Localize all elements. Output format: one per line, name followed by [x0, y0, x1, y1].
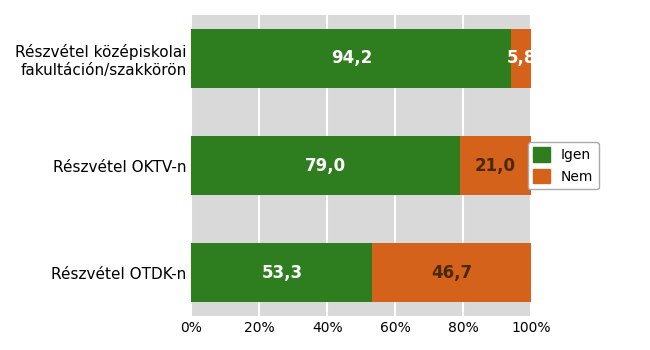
- Text: 5,8: 5,8: [506, 49, 536, 67]
- Text: 94,2: 94,2: [331, 49, 372, 67]
- Bar: [460, 136, 531, 195]
- Bar: [191, 243, 372, 302]
- Text: 46,7: 46,7: [431, 264, 473, 282]
- Text: 21,0: 21,0: [475, 156, 516, 175]
- Bar: [372, 243, 531, 302]
- Legend: Igen, Nem: Igen, Nem: [528, 142, 599, 189]
- Text: 79,0: 79,0: [305, 156, 346, 175]
- Bar: [191, 29, 512, 88]
- Text: 53,3: 53,3: [261, 264, 302, 282]
- Bar: [191, 136, 460, 195]
- Bar: [512, 29, 531, 88]
